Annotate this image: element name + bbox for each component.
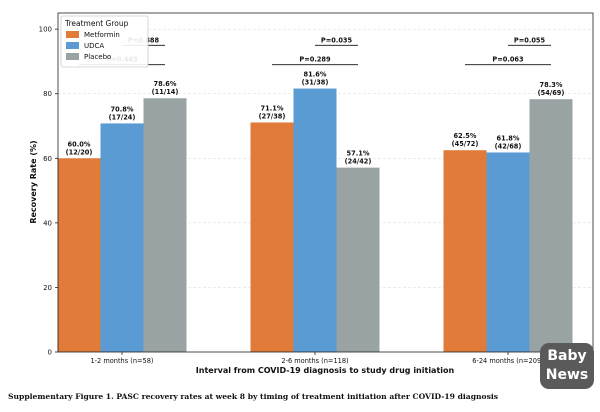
bar-count-label: (54/69) [538,89,565,97]
y-tick-label: 20 [43,284,52,292]
x-axis-label: Interval from COVID-19 diagnosis to stud… [196,366,455,375]
bar-count-label: (27/38) [259,112,286,120]
bar-value-label: 78.6% [154,80,177,88]
watermark-logo: Baby News [540,343,594,389]
x-tick-label: 1-2 months (n=58) [90,357,153,365]
bar-count-label: (31/38) [302,79,329,87]
pvalue-label: P=0.055 [514,36,546,44]
bar-value-label: 61.8% [497,134,520,142]
labels-layer: 60.0%(12/20) 71.1%(27/38) 62.5%(45/72) 70.8… [66,71,565,166]
pvalue-label: P=0.289 [299,56,331,64]
legend-swatch-udca [66,42,79,49]
y-tick-label: 0 [48,349,52,357]
bar-count-label: (12/20) [66,148,93,156]
bar-value-label: 62.5% [454,132,477,140]
y-tick-label: 100 [39,26,52,34]
bar-value-label: 81.6% [304,71,327,79]
legend-title: Treatment Group [64,19,129,28]
watermark-line-1: Baby [547,348,587,364]
legend-label-udca: UDCA [84,42,104,50]
bar-value-label: 60.0% [68,140,91,148]
bar-count-label: (17/24) [109,113,136,121]
bar-count-label: (42/68) [495,142,522,150]
y-tick-label: 80 [43,90,52,98]
ticks-layer: 0 20 40 60 80 100 1-2 months (n=58) 2-6 months … [39,26,544,365]
bar-placebo [143,98,187,352]
y-axis-label: Recovery Rate (%) [29,140,38,223]
legend-label-metformin: Metformin [84,31,120,39]
bar-count-label: (45/72) [452,140,479,148]
y-tick-label: 40 [43,219,52,227]
watermark-line-2: News [545,367,589,383]
bar-value-label: 71.1% [261,104,284,112]
x-tick-label: 2-6 months (n=118) [281,357,348,365]
bar-value-label: 78.3% [540,81,563,89]
bar-udca [486,152,530,352]
legend-swatch-metformin [66,31,79,38]
bar-placebo [336,167,380,352]
bar-value-label: 57.1% [347,150,370,158]
y-tick-label: 60 [43,155,52,163]
figure-caption: Supplementary Figure 1. PASC recovery ra… [8,392,499,401]
bar-metformin [57,158,101,352]
x-tick-label: 6-24 months (n=209) [472,357,543,365]
bar-count-label: (11/14) [152,88,179,96]
legend-box [60,15,149,68]
legend-swatch-placebo [66,53,79,60]
bar-metformin [443,150,487,352]
bars-layer [57,88,573,353]
bar-count-label: (24/42) [345,158,372,166]
bar-placebo [529,99,573,353]
legend-label-placebo: Placebo [84,53,111,61]
legend: Treatment Group Metformin UDCA Placebo [60,15,149,68]
bar-udca [293,88,337,352]
bar-udca [100,123,144,352]
pvalue-label: P=0.063 [492,56,524,64]
bar-value-label: 70.8% [111,105,134,113]
plot-frame [57,12,594,353]
bar-metformin [250,122,294,352]
pvalue-label: P=0.035 [321,36,353,44]
